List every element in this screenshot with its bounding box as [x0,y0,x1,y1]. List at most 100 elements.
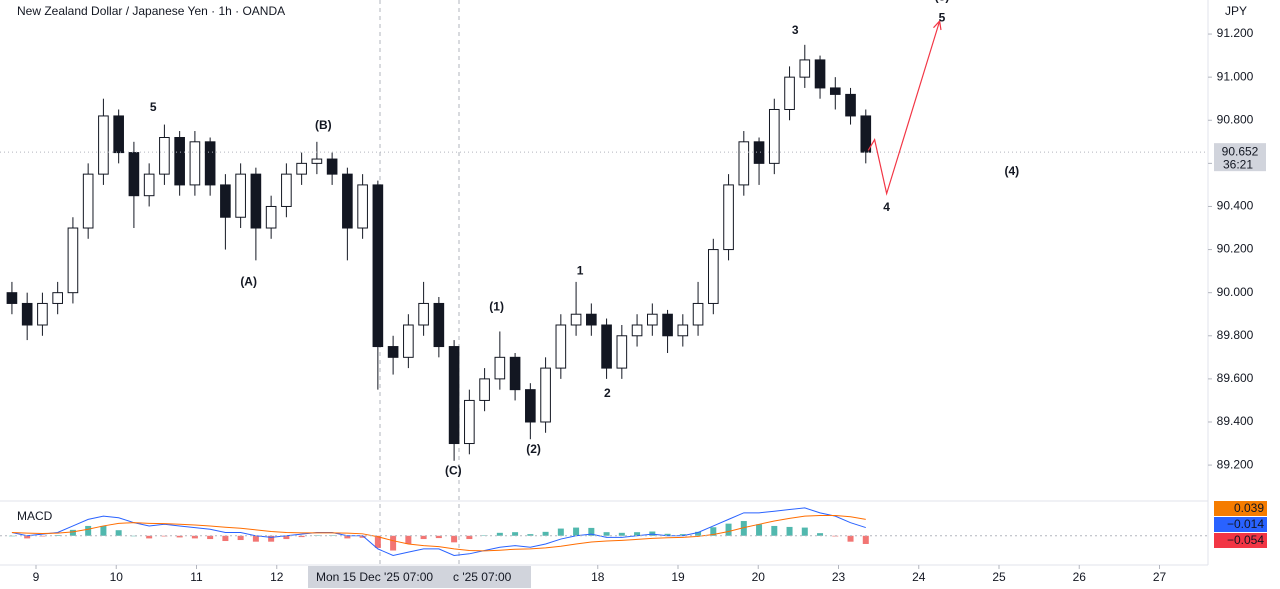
wave-label: 5 [150,100,157,114]
candle-body [647,313,658,326]
y-tick-label: 90.200 [1217,242,1254,256]
macd-histogram-bar [191,535,198,539]
projection-line [867,20,941,196]
candle-body [784,76,795,110]
macd-histogram-bar [451,535,458,543]
wave-label: (1) [489,299,504,313]
candle-body [281,173,292,207]
candle-body [845,93,856,117]
candle-body [21,302,33,326]
wave-label: (2) [526,442,541,456]
x-tick-label: 18 [591,570,605,584]
candle-body [82,173,94,229]
y-tick-label: 90.000 [1217,285,1254,299]
candle-body [220,184,231,218]
macd-histogram-bar [252,535,259,542]
macd-histogram-bar [374,535,381,548]
wave-label: 5 [939,10,946,24]
wave-label: 2 [604,386,611,400]
macd-histogram-bar [817,533,824,536]
x-tick-label: 27 [1153,570,1167,584]
macd-histogram-bar [420,535,427,540]
candle-body [814,59,826,89]
x-tick-label: 20 [752,570,766,584]
candle-body [311,158,323,164]
macd-signal-line [11,514,866,552]
chart-title: New Zealand Dollar / Japanese Yen · 1h ·… [17,4,285,18]
candle-body [525,389,536,423]
currency-label: JPY [1225,4,1247,18]
macd-histogram-bar [359,535,366,538]
macd-value-label: −0.054 [1227,533,1264,547]
crosshair-time-box [308,566,531,588]
plot-area: 5 (A) (B) (C) (1) (2) 1 2 3 4 5 (3) (4) [0,0,1208,477]
macd-histogram-bar [237,535,244,541]
candle-body [326,158,338,175]
wave-label: 1 [577,263,584,277]
candle-body [768,108,780,164]
macd-histogram-bar [268,535,275,542]
wave-label: 3 [792,23,799,37]
macd-histogram-bar [664,533,671,536]
macd-histogram-bar [771,525,778,536]
macd-value-label: −0.014 [1227,517,1264,531]
x-tick-label: 10 [110,570,124,584]
macd-histogram-bar [24,535,31,539]
macd-histogram-bar [69,529,76,536]
candle-body [494,356,506,380]
y-tick-label: 91.200 [1217,26,1254,40]
macd-histogram-bar [740,521,747,536]
candle-body [143,173,155,197]
macd-histogram-bar [786,526,793,536]
x-tick-label: 11 [190,570,203,584]
candle-body [189,141,201,186]
last-price-box [1214,143,1266,172]
macd-histogram-bar [862,535,869,544]
macd-histogram-bar [710,527,717,536]
macd-histogram-bar [695,531,702,536]
macd-value-box [1214,533,1267,548]
macd-value-box [1214,501,1267,516]
candle-body [418,302,429,326]
macd-histogram-bar [466,535,473,540]
macd-histogram-bar [176,535,183,538]
candle-body [677,324,689,337]
macd-histogram-bar [207,535,214,540]
macd-histogram-bar [405,535,412,544]
candle-body [860,115,872,153]
candle-body [692,302,704,326]
candle-body [509,356,521,391]
macd-title: MACD [17,509,53,523]
macd-histogram-bar [115,530,122,536]
macd-histogram-bar [85,525,92,536]
macd-histogram-bar [298,535,305,538]
crosshair-time-label: c '25 07:00 [453,570,512,584]
crosshair-time-label: Mon 15 Dec '25 07:00 [316,570,433,584]
candle-body [616,335,628,369]
macd-histogram-bar [603,532,610,536]
candle-body [601,324,612,369]
candle-body [464,399,475,445]
countdown-label: 36:21 [1223,157,1253,171]
candle-body [433,302,445,348]
wave-label: 4 [883,200,890,214]
candle-body [342,173,353,229]
candle-body [235,173,246,218]
axes: 89.200 89.400 89.600 89.800 90.000 90.200 90.4… [33,26,1267,584]
candle-body [631,324,643,337]
candle-body [67,227,79,294]
candle-body [555,324,567,369]
macd-histogram-bar [542,531,549,536]
macd-histogram-bar [100,525,107,536]
candle-body [707,249,719,304]
macd-histogram-bar [725,523,732,536]
macd-histogram-bar [390,535,397,551]
candle-body [6,292,18,304]
candle-body [540,367,551,423]
macd-histogram-bar [618,532,625,536]
candle-body [799,59,811,78]
y-tick-label: 89.400 [1217,414,1254,428]
x-tick-label: 24 [912,570,926,584]
candle-body [448,346,460,445]
